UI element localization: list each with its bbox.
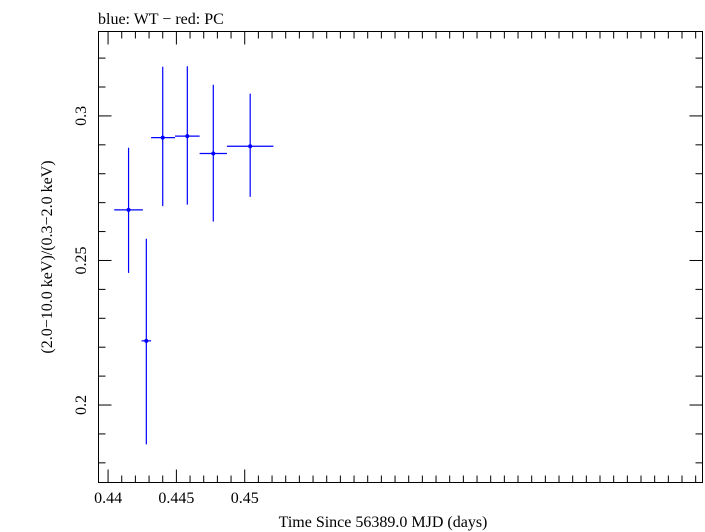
point-marker bbox=[185, 134, 190, 139]
x-tick-label: 0.44 bbox=[94, 490, 122, 507]
x-axis-label: Time Since 56389.0 MJD (days) bbox=[279, 514, 488, 531]
axis-ticks bbox=[98, 31, 703, 483]
x-tick-label: 0.45 bbox=[231, 490, 259, 507]
y-tick-label: 0.2 bbox=[73, 395, 90, 415]
data-point bbox=[141, 238, 152, 445]
axis-tick-labels: 0.44 0.445 0.45 0.2 0.25 0.3 bbox=[73, 106, 259, 507]
point-marker bbox=[160, 135, 165, 140]
point-marker bbox=[248, 144, 253, 149]
data-point bbox=[114, 147, 143, 273]
point-marker bbox=[211, 151, 216, 156]
data-point bbox=[175, 66, 200, 205]
data-point bbox=[151, 66, 176, 207]
data-points bbox=[114, 66, 274, 445]
point-marker bbox=[144, 338, 149, 343]
y-axis-label: (2.0−10.0 keV)/(0.3−2.0 keV) bbox=[39, 160, 56, 353]
y-tick-label: 0.25 bbox=[73, 246, 90, 274]
x-tick-label: 0.445 bbox=[158, 490, 194, 507]
y-tick-label: 0.3 bbox=[73, 106, 90, 126]
chart-title: blue: WT − red: PC bbox=[98, 11, 224, 28]
point-marker bbox=[126, 207, 131, 212]
data-point bbox=[199, 84, 227, 222]
plot-frame bbox=[98, 31, 703, 483]
data-point bbox=[226, 93, 274, 197]
